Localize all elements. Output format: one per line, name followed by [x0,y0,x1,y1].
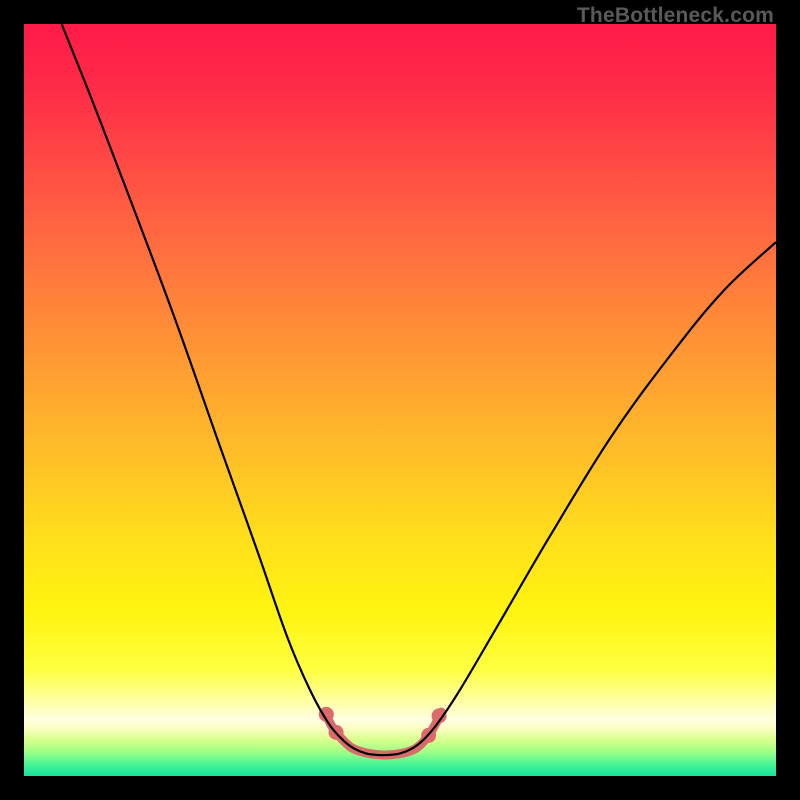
salmon-markers [319,707,447,743]
curve-layer [24,24,776,776]
bottleneck-curve [62,24,776,755]
plot-area [24,24,776,776]
watermark-text: TheBottleneck.com [577,4,774,28]
chart-frame: TheBottleneck.com [0,0,800,800]
